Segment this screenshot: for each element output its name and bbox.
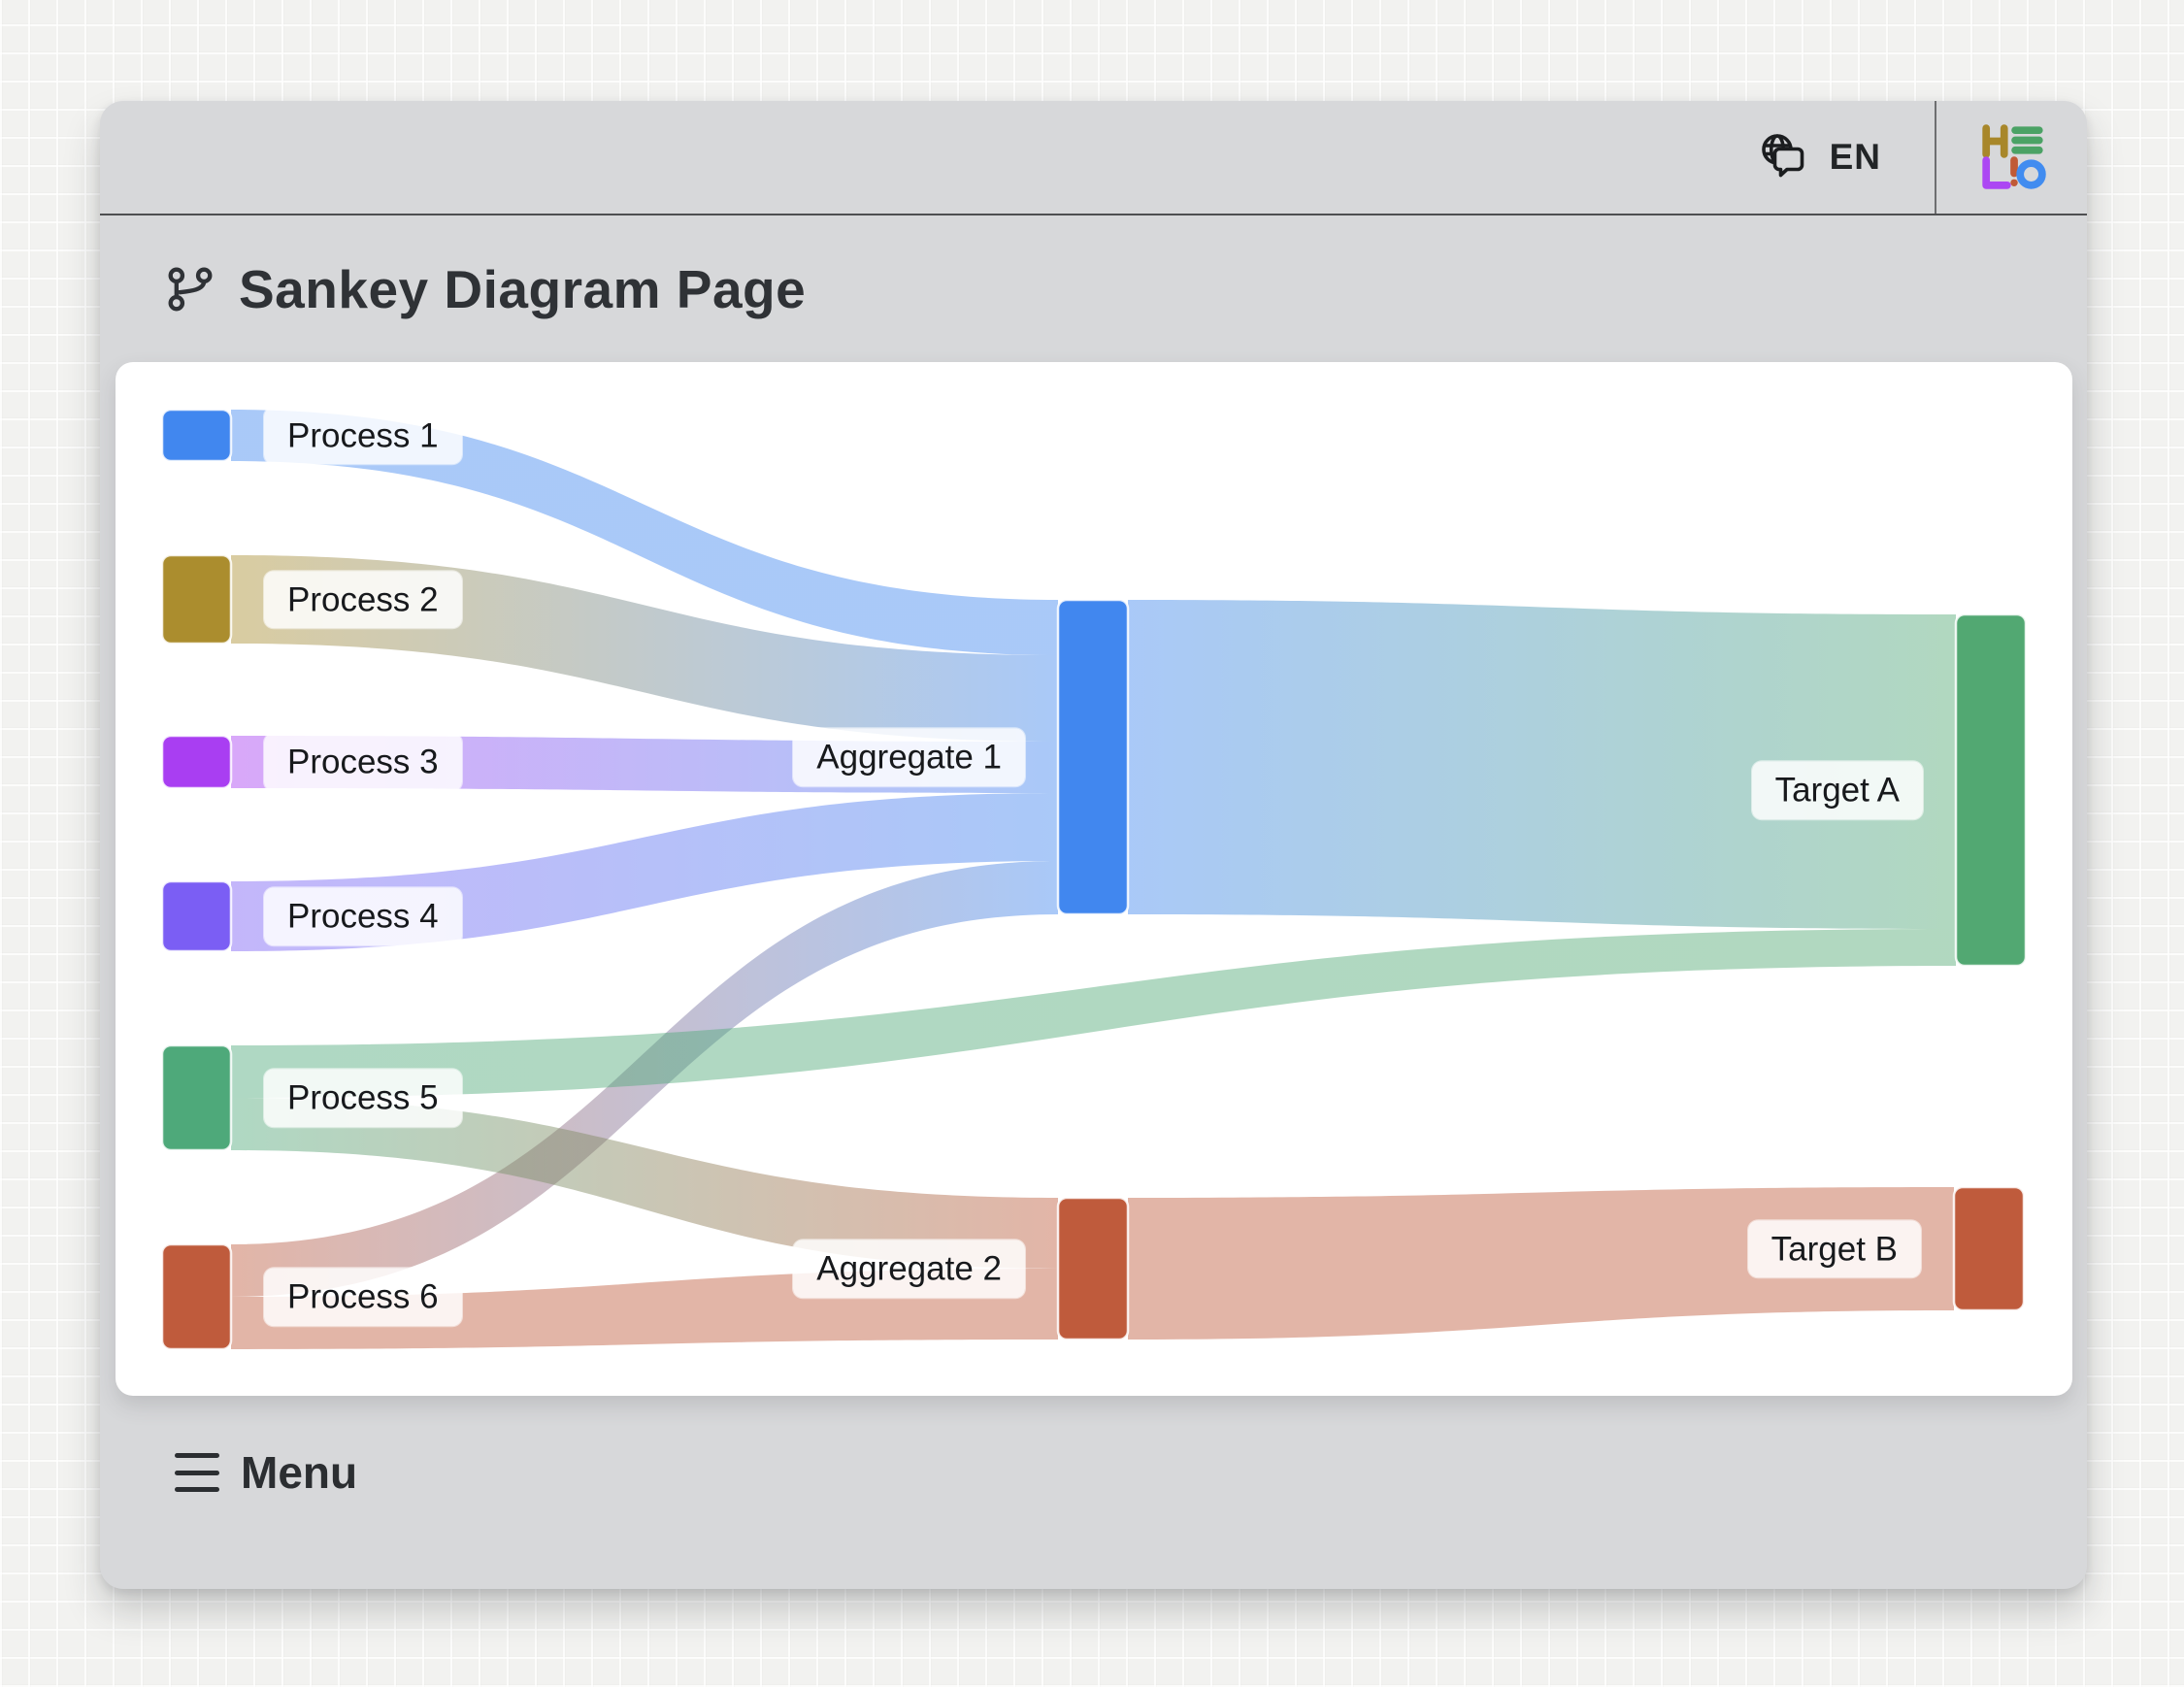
sankey-node-label-p1: Process 1 (264, 406, 462, 465)
sankey-link-p5-ta[interactable] (231, 929, 1956, 1098)
sankey-node-tb[interactable] (1952, 1185, 2026, 1312)
sankey-node-p1[interactable] (160, 408, 233, 463)
language-switcher-button[interactable]: EN (1756, 101, 1881, 214)
app-footer: Menu (100, 1396, 2087, 1589)
sankey-node-label-p5: Process 5 (264, 1069, 462, 1127)
sankey-link-p1-a1[interactable] (231, 410, 1058, 655)
sankey-branch-icon (167, 266, 214, 313)
sankey-link-a2-tb[interactable] (1128, 1187, 1954, 1340)
sankey-node-ta[interactable] (1954, 612, 2028, 968)
sankey-panel: Process 1 Process 2 Process 3 Process 4 Proc… (116, 362, 2072, 1396)
sankey-node-label-p6: Process 6 (264, 1268, 462, 1326)
app-header: EN (100, 101, 2087, 215)
sankey-node-p3[interactable] (160, 734, 233, 790)
page-title-row: Sankey Diagram Page (100, 215, 2087, 362)
sankey-node-label-ta: Target A (1751, 761, 1923, 819)
menu-label: Menu (241, 1447, 358, 1498)
sankey-node-label-a1: Aggregate 1 (793, 728, 1025, 786)
globe-translate-icon (1756, 130, 1812, 185)
hello-logo[interactable] (1980, 124, 2046, 190)
menu-button[interactable]: Menu (175, 1446, 357, 1499)
hamburger-icon (175, 1453, 219, 1492)
sankey-node-p5[interactable] (160, 1043, 233, 1152)
sankey-node-label-p2: Process 2 (264, 570, 462, 629)
sankey-link-a1-ta[interactable] (1128, 600, 1956, 929)
sankey-node-a1[interactable] (1056, 598, 1130, 916)
language-code: EN (1829, 137, 1881, 177)
app-card: EN Sankey Diagram Page Pro (100, 101, 2087, 1589)
page-title: Sankey Diagram Page (239, 258, 807, 319)
header-divider (1935, 101, 1936, 214)
sankey-node-label-p3: Process 3 (264, 733, 462, 791)
sankey-node-p6[interactable] (160, 1242, 233, 1351)
sankey-node-label-p4: Process 4 (264, 887, 462, 945)
sankey-node-label-tb: Target B (1747, 1219, 1921, 1278)
sankey-node-label-a2: Aggregate 2 (793, 1240, 1025, 1298)
sankey-node-a2[interactable] (1056, 1196, 1130, 1341)
sankey-node-p2[interactable] (160, 553, 233, 645)
sankey-node-p4[interactable] (160, 879, 233, 953)
sankey-link-p5-a2[interactable] (231, 1098, 1058, 1269)
